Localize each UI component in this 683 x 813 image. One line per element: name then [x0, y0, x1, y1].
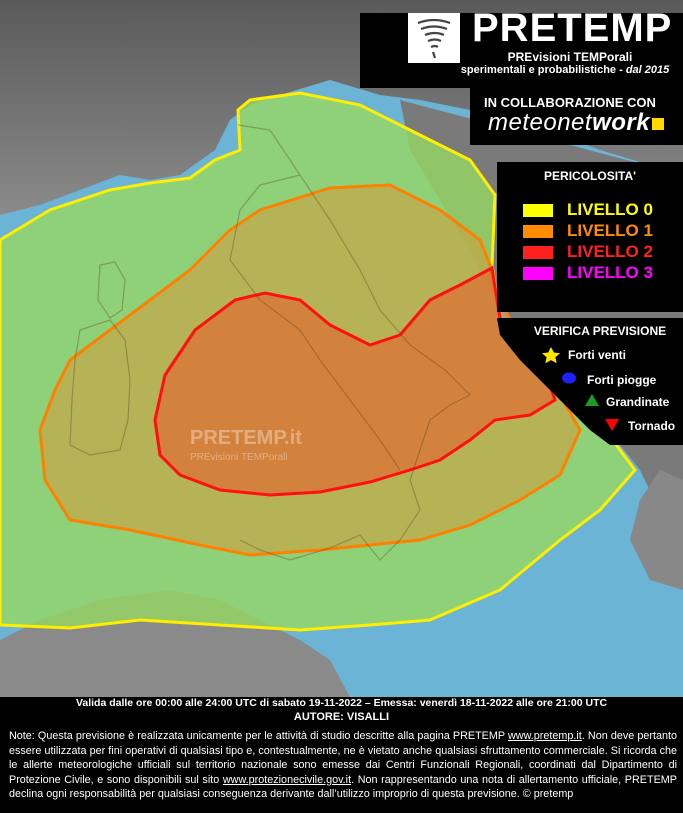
level-3-label: LIVELLO 3	[567, 263, 653, 282]
star-icon	[542, 347, 560, 364]
hail-label: Grandinate	[606, 395, 670, 409]
partner-suffix: work	[592, 109, 651, 136]
tornado-icon	[417, 18, 451, 59]
tagline-text: sperimentali e probabilistiche -	[460, 64, 626, 76]
watermark-sub: PREvisioni TEMPorali	[190, 452, 288, 463]
tornado-label: Tornado	[628, 419, 676, 433]
level-2-label: LIVELLO 2	[567, 242, 653, 261]
corsica-outline	[97, 261, 126, 319]
watermark-title: PRETEMP.it	[190, 427, 302, 449]
watermark: PRETEMP.it PREvisioni TEMPorali	[190, 427, 302, 463]
sardinia-outline	[69, 319, 131, 456]
level-2-swatch	[523, 246, 553, 259]
level-0-swatch	[523, 204, 553, 217]
note-part-2: . Non deve pertanto essere utilizzata pe…	[9, 730, 677, 786]
level-2-area	[153, 265, 557, 497]
verification-title: VERIFICA PREVISIONE	[533, 324, 667, 338]
level-3-swatch	[523, 267, 553, 280]
pretemp-logo	[408, 13, 460, 63]
validity-text: Valida dalle ore 00:00 alle 24:00 UTC di…	[75, 697, 608, 709]
triangle-up-icon	[585, 394, 599, 406]
disclaimer-note: Note: Questa previsione è realizzata uni…	[9, 729, 677, 802]
legend-title: PERICOLOSITA'	[544, 169, 636, 183]
protezionecivile-link[interactable]: www.protezionecivile.gov.it	[222, 773, 352, 786]
verification-box	[497, 318, 683, 445]
note-part-3: . Non rappresentando una nota di allerta…	[9, 773, 677, 801]
legend-level-3: LIVELLO 3	[523, 264, 673, 282]
level-1-swatch	[523, 225, 553, 238]
level-1-label: LIVELLO 1	[567, 221, 653, 240]
italy-outline	[229, 124, 472, 561]
brand-tagline: sperimentali e probabilistiche - dal 201…	[448, 64, 682, 76]
brand-subtitle: PREvisioni TEMPorali	[507, 50, 633, 64]
level-0-label: LIVELLO 0	[567, 200, 653, 219]
wind-label: Forti venti	[568, 348, 627, 362]
triangle-down-icon	[605, 419, 619, 431]
partner-logo: meteonetwork	[488, 109, 665, 137]
legend-level-1: LIVELLO 1	[523, 222, 673, 240]
legend-level-2: LIVELLO 2	[523, 243, 673, 261]
rain-label: Forti piogge	[587, 373, 657, 387]
partner-box	[470, 88, 683, 145]
legend-level-0: LIVELLO 0	[523, 201, 673, 219]
author-text: AUTORE: VISALLI	[293, 711, 390, 723]
tagline-since: dal 2015	[625, 64, 670, 76]
greece-land	[630, 470, 683, 590]
partner-square-icon	[652, 118, 665, 130]
note-part-1: Note: Questa previsione è realizzata uni…	[9, 730, 508, 742]
collaboration-label: IN COLLABORAZIONE CON	[484, 95, 656, 110]
partner-prefix: meteonet	[488, 109, 593, 136]
circle-icon	[562, 372, 576, 384]
pretemp-link[interactable]: www.pretemp.it	[508, 730, 582, 742]
risk-map: PRETEMP.it PREvisioni TEMPorali	[0, 0, 683, 697]
brand-title: PRETEMP	[472, 6, 673, 50]
